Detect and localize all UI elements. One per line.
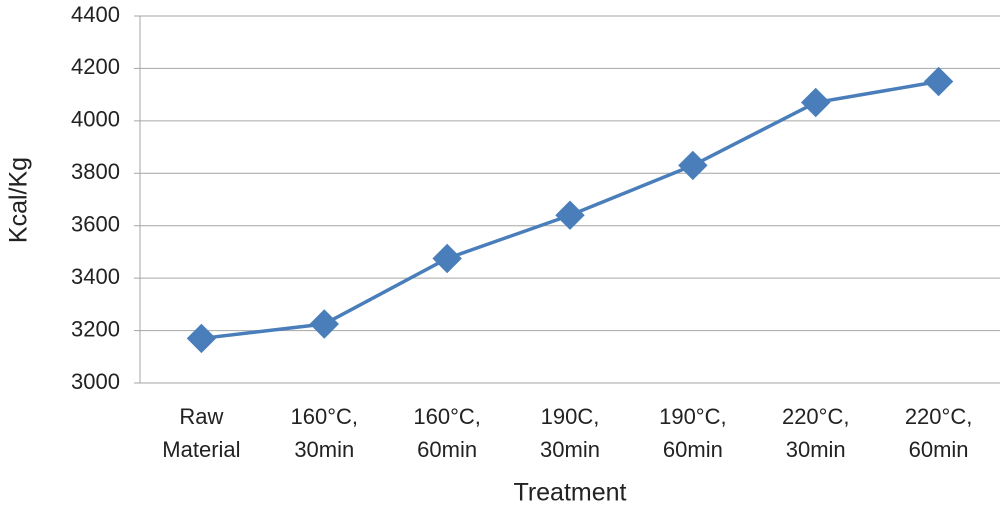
x-tick-label: 30min bbox=[294, 437, 354, 462]
x-tick-label: 190C, bbox=[541, 404, 600, 429]
x-tick-label: 60min bbox=[417, 437, 477, 462]
x-tick-label: 220°C, bbox=[782, 404, 850, 429]
data-point bbox=[923, 66, 954, 97]
x-tick-label: Raw bbox=[179, 404, 223, 429]
data-point bbox=[678, 150, 708, 181]
x-tick-label: 160°C, bbox=[413, 404, 481, 429]
data-point bbox=[432, 243, 462, 274]
data-point bbox=[309, 309, 339, 339]
data-point bbox=[555, 200, 585, 230]
x-tick-label: Material bbox=[162, 437, 240, 462]
y-tick-label: 3800 bbox=[71, 159, 120, 184]
x-axis-title: Treatment bbox=[513, 479, 626, 507]
data-point bbox=[186, 323, 217, 354]
data-point bbox=[801, 87, 831, 118]
y-tick-label: 4400 bbox=[71, 2, 120, 27]
y-tick-label: 4200 bbox=[71, 54, 120, 79]
x-tick-label: 30min bbox=[540, 437, 600, 462]
x-tick-label: 190°C, bbox=[659, 404, 727, 429]
y-tick-label: 3400 bbox=[71, 264, 120, 289]
y-tick-label: 4000 bbox=[71, 107, 120, 132]
x-tick-label: 60min bbox=[909, 437, 969, 462]
y-tick-label: 3200 bbox=[71, 316, 120, 341]
y-tick-label: 3600 bbox=[71, 212, 120, 237]
y-axis-title: Kcal/Kg bbox=[5, 157, 33, 243]
x-tick-label: 160°C, bbox=[291, 404, 359, 429]
x-tick-label: 30min bbox=[786, 437, 846, 462]
x-tick-label: 220°C, bbox=[905, 404, 973, 429]
y-tick-label: 3000 bbox=[71, 369, 120, 394]
x-tick-label: 60min bbox=[663, 437, 723, 462]
